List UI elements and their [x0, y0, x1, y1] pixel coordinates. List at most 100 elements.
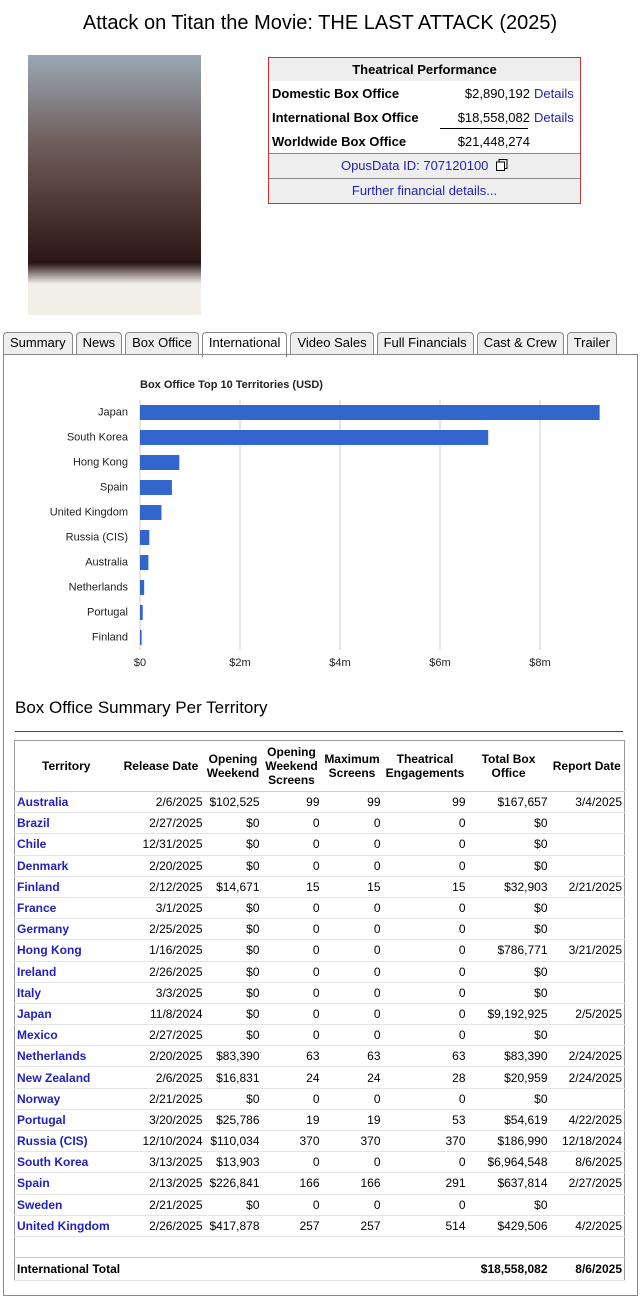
row-value: $21,448,274 [457, 133, 530, 149]
cell [549, 1024, 625, 1047]
tab-bar: Summary News Box Office International Video … [3, 332, 618, 357]
cell: $0 [467, 1088, 550, 1110]
x-tick-label: $2m [229, 657, 250, 669]
territory-link[interactable]: Spain [14, 1172, 118, 1195]
cell: 0 [382, 1088, 468, 1110]
opusdata-text[interactable]: OpusData ID: 707120100 [340, 158, 489, 173]
y-tick-label: Hong Kong [73, 456, 128, 468]
cell: 0 [261, 939, 322, 962]
territory-link[interactable]: Australia [14, 791, 118, 814]
territory-link[interactable]: Netherlands [14, 1045, 118, 1068]
table-row: Portugal 3/20/2025 $25,786 19 19 53 $54,619 4/2… [14, 1109, 625, 1132]
territory-link[interactable]: United Kingdom [14, 1215, 118, 1237]
row-label: International Box Office [272, 109, 419, 125]
territory-link[interactable]: Chile [14, 833, 118, 856]
cell: $637,814 [467, 1172, 550, 1195]
territory-link[interactable]: Germany [14, 918, 118, 941]
cell: 15 [382, 876, 468, 898]
spacer [14, 1236, 625, 1258]
cell: $0 [467, 982, 550, 1004]
poster [28, 55, 201, 315]
cell: 2/26/2025 [117, 961, 205, 983]
cell: $0 [204, 833, 262, 856]
cell: 63 [321, 1045, 383, 1068]
further-link[interactable]: Further financial details... [269, 178, 580, 203]
territory-link[interactable]: Ireland [14, 961, 118, 983]
cell: $417,878 [204, 1215, 262, 1237]
tab[interactable]: International [201, 332, 288, 357]
cell: 8/6/2025 [549, 1257, 625, 1281]
table-row: Brazil 2/27/2025 $0 0 0 0 $0 [14, 812, 625, 835]
cell: 0 [321, 939, 383, 962]
table-row: Spain 2/13/2025 $226,841 166 166 291 $637,814 2… [14, 1172, 625, 1195]
chart: Box Office Top 10 Territories (USD) $0 $2… [50, 379, 600, 669]
territory-link[interactable]: France [14, 897, 118, 920]
territory-link[interactable]: Italy [14, 982, 118, 1004]
tab[interactable]: Video Sales [290, 332, 374, 355]
tab[interactable]: Full Financials [376, 332, 474, 355]
territory-link[interactable]: Portugal [14, 1109, 118, 1132]
territory-link[interactable]: South Korea [14, 1151, 118, 1174]
tab[interactable]: Cast & Crew [476, 332, 564, 355]
row-value: $18,558,082 [457, 109, 530, 125]
bar [140, 455, 180, 470]
cell: $226,841 [204, 1172, 262, 1195]
territory-link[interactable]: Norway [14, 1088, 118, 1110]
table-row: New Zealand 2/6/2025 $16,831 24 24 28 $20,959 2… [14, 1066, 625, 1089]
territory-link[interactable]: Sweden [14, 1194, 118, 1216]
row-value: $2,890,192 [464, 85, 530, 101]
cell: 15 [321, 876, 383, 898]
opusdata-link[interactable]: OpusData ID: 707120100 [269, 153, 580, 178]
chart-title: Box Office Top 10 Territories (USD) [140, 379, 323, 391]
cell: 370 [382, 1130, 468, 1153]
cell: 12/31/2025 [117, 833, 205, 856]
territory-link[interactable]: Hong Kong [14, 939, 118, 962]
cell: 0 [321, 812, 383, 835]
table-row: South Korea 3/13/2025 $13,903 0 0 0 $6,964,548… [14, 1151, 625, 1174]
details-link[interactable]: Details [534, 109, 574, 125]
tab[interactable]: Trailer [566, 332, 618, 355]
x-tick-label: $4m [329, 657, 350, 669]
territory-link[interactable]: Finland [14, 876, 118, 898]
cell: $32,903 [467, 876, 550, 898]
territory-link[interactable]: New Zealand [14, 1066, 118, 1089]
cell: 370 [321, 1130, 383, 1153]
cell: 0 [261, 918, 322, 941]
cell [549, 961, 625, 983]
cell: $0 [204, 812, 262, 835]
cell: 166 [261, 1172, 322, 1195]
column-header: Maximum Screens [321, 740, 383, 792]
cell: 8/6/2025 [549, 1151, 625, 1174]
cell: 15 [261, 876, 322, 898]
copy-icon[interactable] [496, 159, 508, 171]
territory-link[interactable]: Russia (CIS) [14, 1130, 118, 1153]
cell: $25,786 [204, 1109, 262, 1132]
territory-link[interactable]: Brazil [14, 812, 118, 835]
spacer-row [14, 1236, 625, 1258]
performance-rows: Domestic Box Office $2,890,192 Details Inte… [269, 81, 580, 153]
tab[interactable]: Box Office [125, 332, 199, 355]
territory-link[interactable]: Denmark [14, 855, 118, 877]
tab[interactable]: Summary [3, 332, 73, 355]
cell: $20,959 [467, 1066, 550, 1089]
cell: $0 [467, 918, 550, 941]
table-row: Mexico 2/27/2025 $0 0 0 0 $0 [14, 1024, 625, 1047]
territory-link[interactable]: Japan [14, 1003, 118, 1026]
cell: $16,831 [204, 1066, 262, 1089]
cell: 24 [321, 1066, 383, 1089]
cell: 0 [261, 1151, 322, 1174]
territory-link[interactable]: Mexico [14, 1024, 118, 1047]
cell: $0 [467, 1194, 550, 1216]
cell: 0 [382, 1194, 468, 1216]
cell: 99 [321, 791, 383, 814]
tab[interactable]: News [75, 332, 123, 355]
cell: 0 [382, 812, 468, 835]
table-row: Denmark 2/20/2025 $0 0 0 0 $0 [14, 855, 625, 877]
table-row: Netherlands 2/20/2025 $83,390 63 63 63 $83,390… [14, 1045, 625, 1068]
cell: $429,506 [467, 1215, 550, 1237]
cell: $9,192,925 [467, 1003, 550, 1026]
performance-row: Worldwide Box Office $21,448,274 [269, 129, 580, 153]
cell: $0 [204, 961, 262, 983]
details-link[interactable]: Details [534, 85, 574, 101]
cell: 2/27/2025 [117, 812, 205, 835]
